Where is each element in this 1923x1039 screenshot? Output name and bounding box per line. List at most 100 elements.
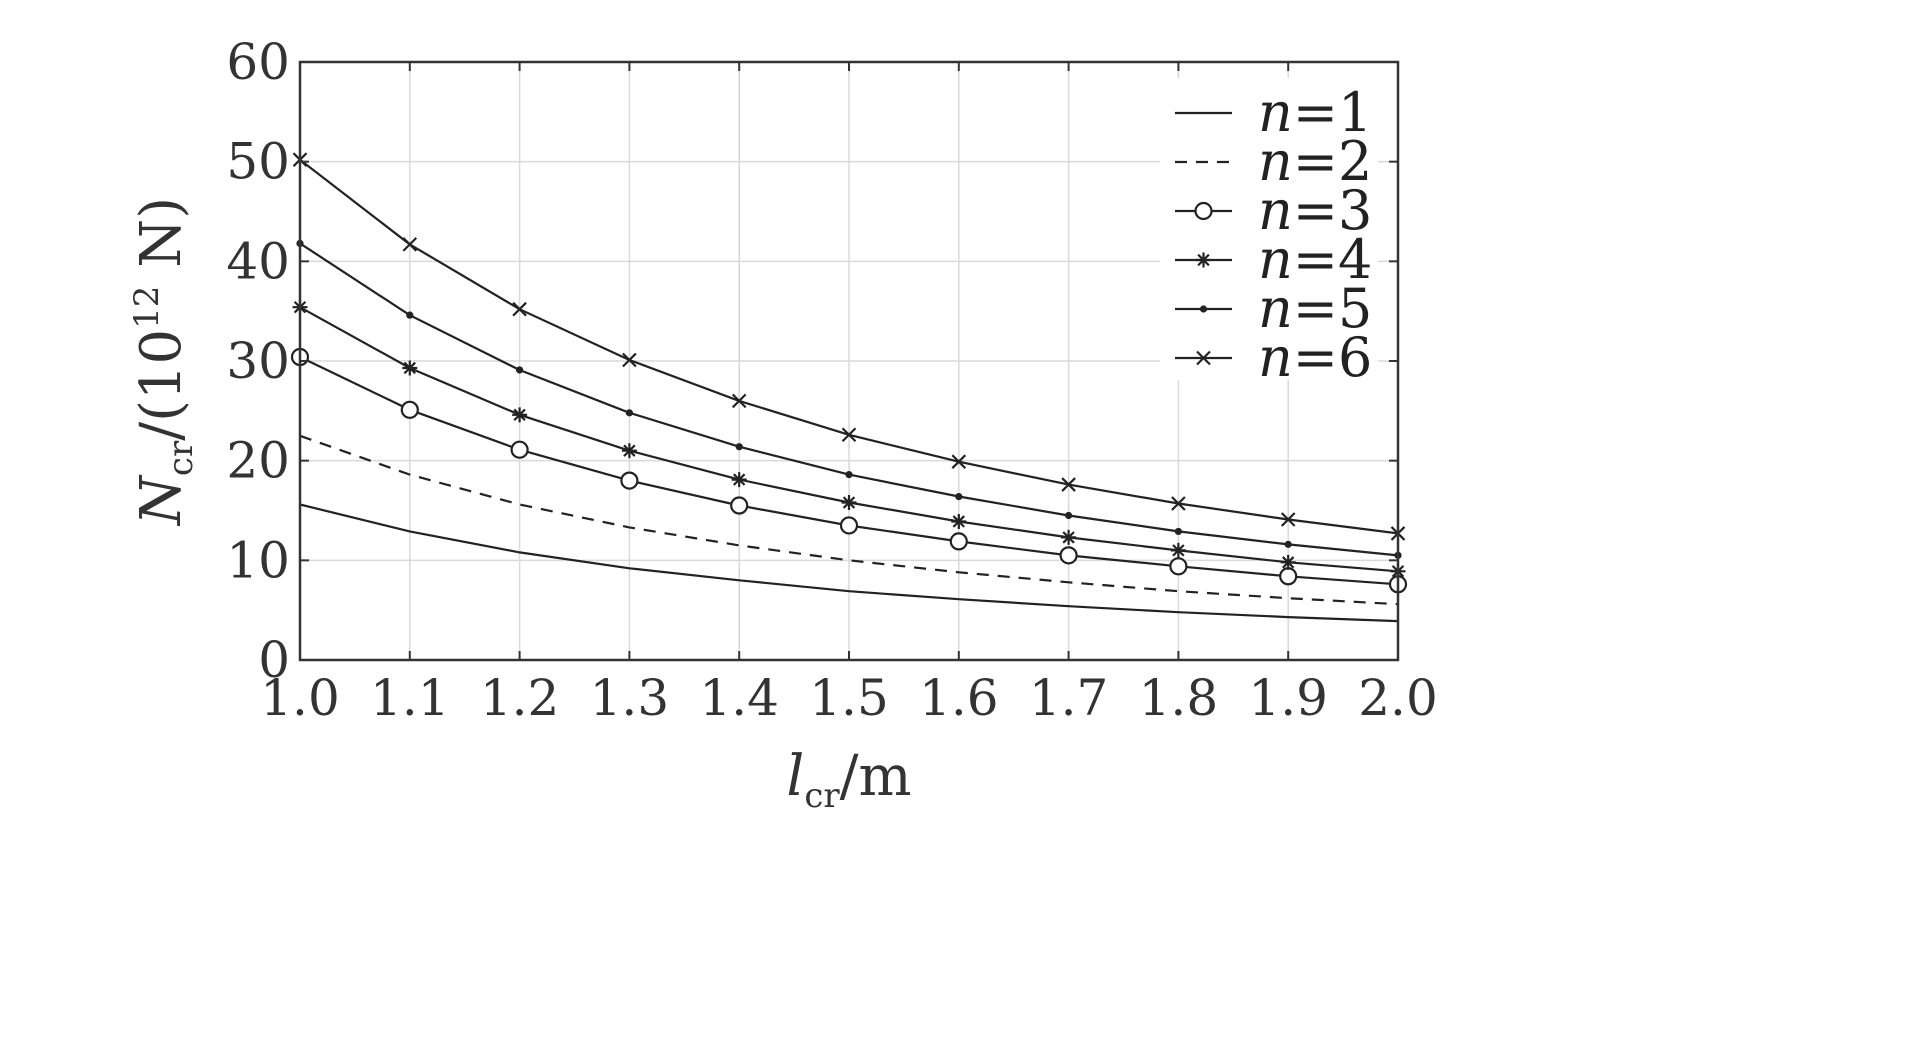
data-point [402,237,418,252]
y-tick-label: 60 [226,33,290,91]
legend-item-3: n=3 [1175,179,1372,242]
series-1-line [299,503,1399,623]
y-tick-label: 50 [226,133,290,191]
y-tick-label: 0 [258,631,290,689]
legend-item-5: n=5 [1175,277,1372,340]
legend-label: n=1 [1258,81,1372,144]
legend-label-value: =1 [1293,81,1373,144]
series-6 [292,152,1406,541]
series-5 [296,239,1402,559]
x-axis-title: lcr/m [786,744,911,816]
data-point [622,352,637,368]
legend-item-6: n=6 [1175,326,1372,389]
y-axis-title-sub: cr [161,440,201,476]
data-point [1061,477,1076,492]
data-point [516,366,524,374]
data-point [620,471,639,490]
data-point [839,516,859,535]
data-point [735,443,743,451]
legend-swatch-marker [1196,252,1211,268]
data-point [1280,554,1296,570]
data-point [1284,540,1292,548]
data-point [951,513,967,529]
data-point [512,407,528,423]
legend-label-var: n [1258,326,1293,389]
legend-label: n=4 [1258,228,1372,291]
data-point [730,496,749,515]
series-3 [290,347,1408,594]
x-tick-label: 1.0 [260,669,340,727]
data-point [731,472,747,488]
series-layer [290,152,1408,623]
x-tick-label: 2.0 [1358,669,1438,727]
legend-background [1160,78,1378,380]
data-point [512,301,527,317]
data-point [1280,512,1296,527]
data-point [402,360,418,376]
data-point [625,409,634,417]
data-point [1171,496,1186,511]
data-point [510,440,529,459]
legend-label-var: n [1258,179,1293,242]
x-tick-label: 1.4 [699,669,779,727]
x-tick-label: 1.1 [370,669,450,727]
legend-label-value: =3 [1293,179,1373,242]
data-point [1061,529,1077,545]
data-point [955,492,963,501]
data-point [845,471,853,479]
legend-label-var: n [1258,81,1293,144]
x-axis-title-unit: /m [840,744,912,809]
data-point [400,400,419,419]
data-point [1279,567,1298,586]
data-point [841,495,857,511]
legend-label-value: =6 [1293,326,1373,389]
tick-marks [299,61,1399,661]
legend-item-4: n=4 [1175,228,1372,291]
x-tick-label: 1.3 [590,669,670,727]
x-axis-title-main: l [786,744,804,809]
data-point [1174,527,1182,536]
y-axis-title-unit-post: N) [129,197,194,286]
x-tick-label: 1.7 [1029,669,1109,727]
y-axis-title-unit-pre: /(10 [129,329,194,441]
legend-item-1: n=1 [1175,81,1372,144]
x-tick-labels: 1.0 1.1 1.2 1.3 1.4 1.5 1.6 1.7 1.8 1.9 2.0 [260,669,1438,727]
legend: n=1n=2n=3n=4n=5n=6 [1160,78,1378,389]
y-tick-labels: 0 10 20 30 40 50 60 [226,33,290,689]
legend-label-value: =4 [1293,228,1373,291]
x-tick-label: 1.9 [1248,669,1328,727]
legend-item-2: n=2 [1175,130,1372,193]
legend-label-var: n [1258,277,1293,340]
x-tick-label: 1.5 [809,669,889,727]
y-axis-title: Ncr/(1012 N) [127,197,201,527]
legend-label-var: n [1258,130,1293,193]
series-1 [299,503,1399,623]
legend-label: n=3 [1258,179,1372,242]
y-tick-label: 30 [226,332,290,390]
series-2 [299,434,1399,606]
x-tick-label: 1.2 [480,669,560,727]
legend-swatch-marker [1194,201,1213,221]
data-point [951,454,967,469]
series-2-line [299,434,1399,606]
legend-label-var: n [1258,228,1293,291]
data-point [1170,542,1186,558]
data-point [621,443,637,459]
y-axis-title-sup: 12 [127,286,167,329]
legend-label: n=5 [1258,277,1372,340]
legend-label-value: =5 [1293,277,1373,340]
y-tick-label: 20 [226,432,290,490]
data-point [406,311,414,319]
y-axis-title-main: N [129,474,194,527]
data-point [841,427,857,443]
data-point [731,393,747,409]
x-tick-label: 1.6 [919,669,999,727]
data-point [949,532,968,551]
data-point [1169,557,1188,576]
legend-swatch-marker [1196,350,1211,366]
legend-label: n=2 [1258,130,1372,193]
y-tick-label: 40 [226,232,290,290]
data-point [1065,511,1073,520]
x-tick-label: 1.8 [1139,669,1219,727]
